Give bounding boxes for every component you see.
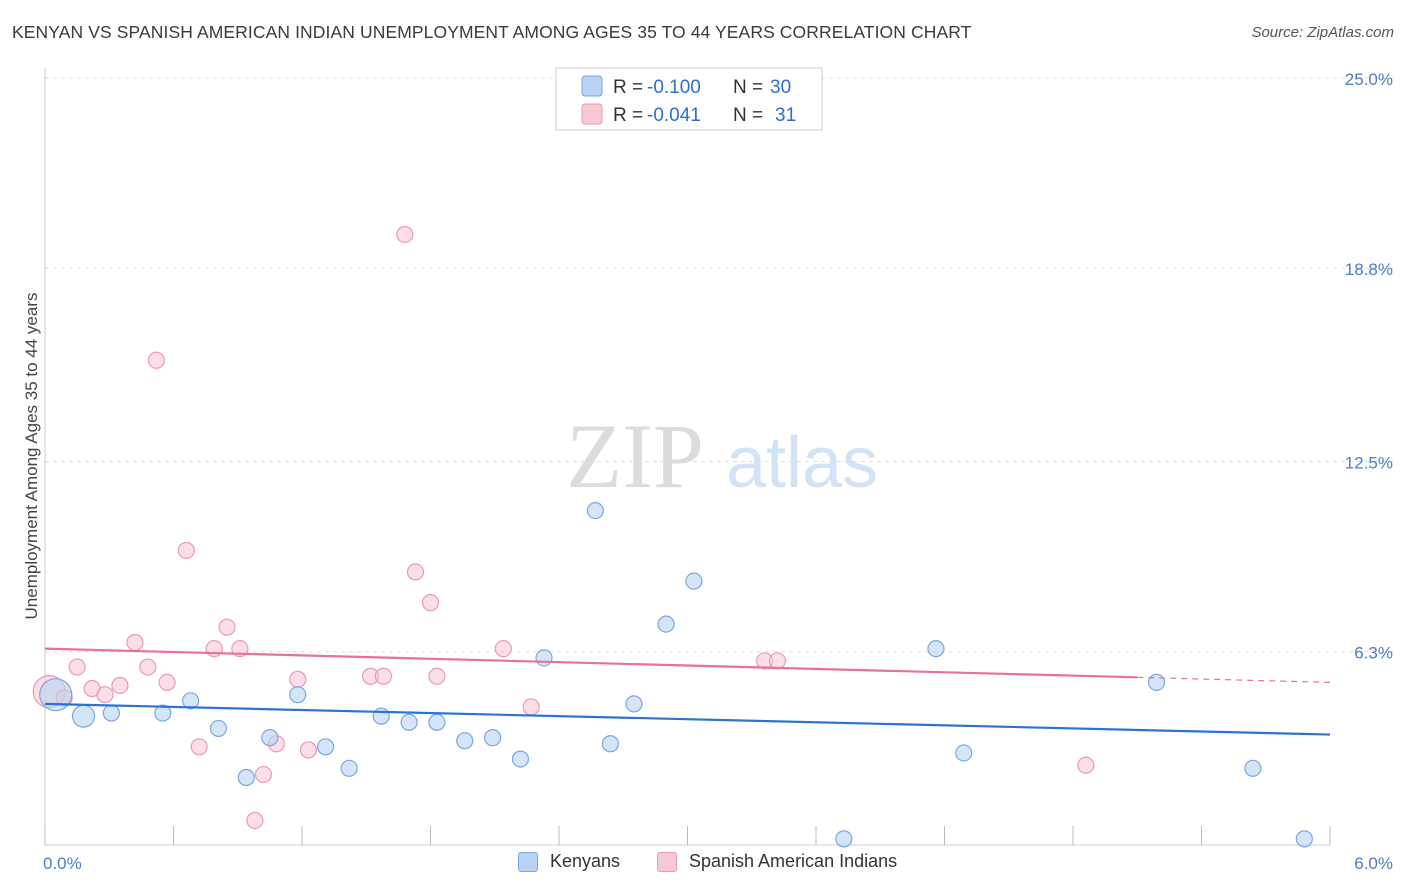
- legend-r-value-spanish: -0.041: [647, 105, 701, 126]
- point-kenyans-18: [586, 501, 605, 520]
- point-kenyans-6: [237, 768, 255, 787]
- point-kenyans-21: [657, 615, 675, 633]
- point-spanish-13: [218, 618, 236, 636]
- point-spanish-16: [254, 765, 273, 784]
- series-spanish-american-indians: [32, 225, 1095, 830]
- point-kenyans-1: [71, 704, 96, 728]
- point-spanish-23: [406, 563, 425, 581]
- point-spanish-9: [158, 673, 176, 691]
- point-kenyans-13: [428, 713, 446, 731]
- watermark-zip: ZIP: [566, 405, 704, 507]
- point-spanish-10: [177, 541, 195, 560]
- bottom-legend-spanish: Spanish American Indians: [657, 851, 897, 872]
- point-kenyans-28: [1295, 830, 1313, 848]
- watermark: ZIP atlas: [566, 405, 878, 507]
- bottom-legend-swatch-kenyans: [518, 851, 538, 872]
- tick-labels: 6.3% 12.5% 18.8% 25.0% 0.0% 6.0%: [43, 70, 1393, 873]
- point-spanish-19: [299, 741, 318, 759]
- correlation-legend: R = -0.100 N = 30 R = -0.041 N = 31: [555, 67, 823, 131]
- legend-n-value-kenyans: 30: [770, 77, 791, 98]
- legend-n-label-kenyans: N =: [733, 77, 763, 98]
- point-spanish-22: [396, 225, 414, 244]
- point-kenyans-16: [511, 750, 530, 768]
- point-kenyans-24: [927, 640, 945, 658]
- point-kenyans-9: [316, 738, 335, 756]
- legend-swatch-kenyans: [581, 75, 603, 97]
- trend-line-spanish: [44, 647, 1138, 679]
- x-tick-label-0: 0.0%: [43, 854, 82, 873]
- grid-layer: [45, 77, 1395, 653]
- chart-title: KENYAN VS SPANISH AMERICAN INDIAN UNEMPL…: [12, 22, 972, 42]
- bottom-legend-label-kenyans: Kenyans: [550, 851, 621, 871]
- y-tick-label-1: 12.5%: [1345, 454, 1393, 473]
- point-kenyans-25: [955, 744, 973, 762]
- point-kenyans-23: [835, 830, 853, 848]
- x-tick-label-1: 6.0%: [1354, 854, 1393, 873]
- y-tick-label-0: 6.3%: [1354, 644, 1393, 663]
- point-spanish-11: [190, 738, 208, 756]
- point-kenyans-10: [340, 759, 358, 777]
- series-kenyans: [39, 501, 1313, 848]
- bottom-legend: Kenyans Spanish American Indians: [0, 851, 1406, 879]
- trend-line-kenyans: [44, 702, 1331, 736]
- point-spanish-8: [147, 351, 165, 369]
- legend-r-value-kenyans: -0.100: [647, 77, 701, 98]
- point-kenyans-3: [154, 704, 172, 722]
- point-kenyans-19: [601, 735, 620, 753]
- point-kenyans-26: [1147, 673, 1166, 691]
- point-kenyans-7: [261, 729, 279, 747]
- point-kenyans-20: [625, 695, 643, 713]
- y-tick-label-3: 25.0%: [1345, 70, 1393, 89]
- point-spanish-25: [428, 667, 446, 685]
- legend-n-value-spanish: 31: [775, 105, 796, 126]
- point-spanish-2: [68, 658, 86, 676]
- point-kenyans-8: [289, 686, 307, 704]
- point-spanish-6: [126, 633, 144, 652]
- point-spanish-15: [246, 811, 264, 830]
- point-spanish-29: [768, 652, 787, 670]
- point-spanish-24: [421, 594, 440, 612]
- point-kenyans-0: [39, 678, 73, 712]
- point-kenyans-12: [400, 713, 418, 731]
- trend-line-spanish-extension: [1137, 676, 1331, 683]
- point-kenyans-2: [102, 704, 120, 722]
- legend-r-label-spanish: R =: [613, 105, 643, 126]
- point-kenyans-22: [685, 572, 703, 590]
- point-spanish-7: [139, 658, 157, 676]
- legend-r-label-kenyans: R =: [613, 77, 643, 98]
- point-kenyans-15: [484, 729, 502, 747]
- trend-layer: [44, 647, 1331, 736]
- axis-layer: [44, 68, 1331, 846]
- point-spanish-18: [289, 670, 307, 688]
- point-spanish-27: [522, 698, 540, 716]
- point-spanish-21: [374, 667, 392, 685]
- point-kenyans-4: [182, 692, 200, 710]
- point-spanish-30: [1077, 756, 1095, 774]
- source-label: Source: ZipAtlas.com: [1251, 24, 1394, 41]
- point-kenyans-11: [372, 707, 390, 725]
- bottom-legend-label-spanish: Spanish American Indians: [689, 851, 898, 871]
- point-spanish-5: [111, 676, 129, 695]
- point-spanish-26: [494, 640, 512, 658]
- point-kenyans-17: [535, 649, 553, 667]
- point-spanish-4: [96, 686, 114, 704]
- point-kenyans-27: [1244, 759, 1262, 777]
- point-kenyans-14: [456, 732, 474, 750]
- bottom-legend-kenyans: Kenyans: [518, 851, 620, 872]
- y-tick-label-2: 18.8%: [1345, 260, 1393, 279]
- bottom-legend-swatch-spanish: [657, 851, 677, 872]
- legend-swatch-spanish: [581, 103, 603, 125]
- legend-n-label-spanish: N =: [733, 105, 763, 126]
- watermark-atlas: atlas: [726, 423, 878, 503]
- point-kenyans-5: [209, 719, 228, 738]
